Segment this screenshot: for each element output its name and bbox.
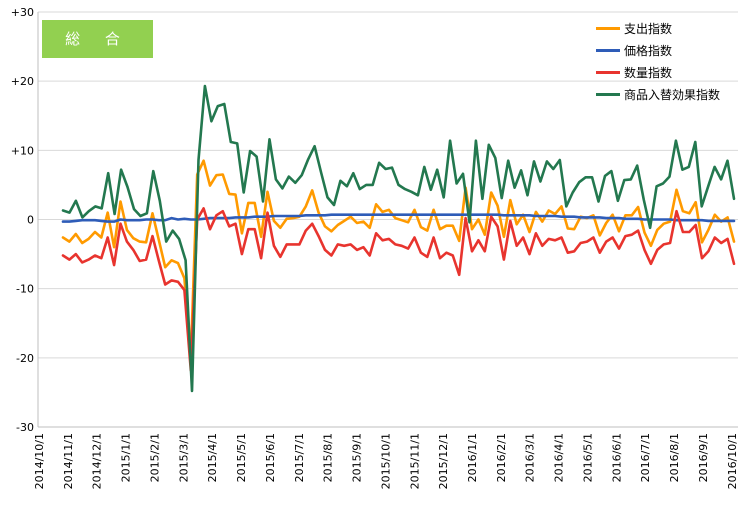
x-tick-label: 2016/1/1 (466, 433, 479, 482)
x-tick-label: 2016/4/1 (553, 433, 566, 482)
legend-label: 商品入替効果指数 (624, 88, 721, 102)
x-tick-label: 2015/6/1 (264, 433, 277, 482)
series-line-3 (61, 84, 736, 393)
y-axis: +30 +20 +10 0 -10 -20 -30 (11, 6, 39, 434)
legend-label: 支出指数 (624, 22, 673, 36)
x-tick-label: 2015/4/1 (206, 433, 219, 482)
x-tick-label: 2014/11/1 (62, 433, 75, 489)
x-tick-label: 2016/5/1 (581, 433, 594, 482)
x-tick-label: 2015/7/1 (293, 433, 306, 482)
series-line-0 (61, 159, 736, 360)
y-tick-label: 0 (27, 214, 34, 227)
x-tick-label: 2015/11/1 (408, 433, 421, 489)
category-badge: 総 合 (42, 20, 153, 58)
y-tick-label: -10 (16, 283, 34, 296)
legend-swatch (596, 49, 620, 52)
y-tick-label: +30 (11, 6, 34, 19)
x-axis: 2014/10/1 2014/11/1 2014/12/1 2015/1/1 2015/… (33, 426, 739, 489)
legend-swatch (596, 27, 620, 30)
x-tick-label: 2015/10/1 (379, 433, 392, 489)
x-tick-label: 2015/8/1 (322, 433, 335, 482)
series-line-1 (61, 213, 736, 223)
y-tick-label: +10 (11, 144, 34, 157)
legend-label: 数量指数 (624, 66, 673, 80)
x-tick-label: 2016/7/1 (639, 433, 652, 482)
x-tick-label: 2016/6/1 (610, 433, 623, 482)
x-tick-label: 2015/12/1 (437, 433, 450, 489)
x-tick-label: 2016/9/1 (697, 433, 710, 482)
x-tick-label: 2014/12/1 (91, 433, 104, 489)
x-tick-label: 2016/10/1 (726, 433, 739, 489)
x-tick-label: 2015/2/1 (148, 433, 161, 482)
x-tick-label: 2015/3/1 (177, 433, 190, 482)
legend-swatch (596, 71, 620, 74)
y-tick-label: -20 (16, 352, 34, 365)
legend-label: 価格指数 (624, 44, 673, 58)
x-tick-label: 2016/3/1 (524, 433, 537, 482)
x-tick-label: 2016/8/1 (668, 433, 681, 482)
series-lines (61, 84, 736, 393)
x-tick-label: 2014/10/1 (33, 433, 46, 489)
legend-swatch (596, 93, 620, 96)
x-tick-label: 2015/9/1 (351, 433, 364, 482)
y-tick-label: +20 (11, 75, 34, 88)
y-tick-label: -30 (16, 421, 34, 434)
x-tick-label: 2015/5/1 (235, 433, 248, 482)
x-tick-label: 2015/1/1 (120, 433, 133, 482)
series-line-2 (61, 207, 736, 372)
x-tick-label: 2016/2/1 (495, 433, 508, 482)
